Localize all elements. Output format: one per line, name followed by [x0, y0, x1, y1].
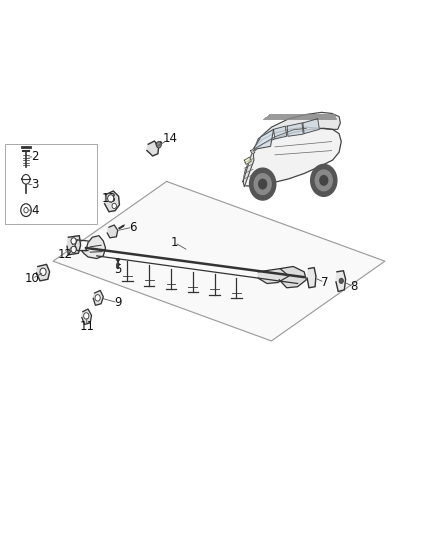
Polygon shape [53, 181, 385, 341]
Polygon shape [279, 266, 306, 288]
Polygon shape [81, 236, 106, 259]
Polygon shape [147, 141, 159, 156]
Circle shape [24, 207, 28, 213]
Polygon shape [253, 130, 274, 150]
Circle shape [95, 295, 100, 301]
Circle shape [71, 238, 76, 244]
Text: 3: 3 [31, 178, 39, 191]
Polygon shape [336, 271, 346, 292]
Text: 8: 8 [350, 280, 357, 293]
Polygon shape [253, 112, 340, 150]
Text: 9: 9 [114, 296, 121, 309]
Text: 14: 14 [162, 132, 177, 146]
Circle shape [21, 204, 31, 216]
Circle shape [250, 168, 276, 200]
Text: 6: 6 [129, 221, 136, 233]
Polygon shape [244, 157, 251, 165]
Polygon shape [287, 123, 303, 136]
Polygon shape [274, 126, 287, 139]
Circle shape [311, 165, 337, 196]
Polygon shape [82, 309, 92, 325]
Circle shape [40, 268, 46, 276]
Text: 7: 7 [321, 276, 328, 289]
Circle shape [254, 174, 271, 195]
Polygon shape [307, 268, 316, 288]
Text: 10: 10 [25, 272, 39, 285]
Text: 1: 1 [171, 236, 178, 249]
Polygon shape [93, 290, 103, 305]
Text: 5: 5 [114, 263, 121, 276]
Circle shape [112, 203, 117, 208]
Circle shape [108, 195, 114, 202]
Text: 4: 4 [31, 204, 39, 216]
Polygon shape [243, 128, 341, 187]
Polygon shape [36, 264, 49, 281]
Circle shape [22, 174, 30, 184]
Polygon shape [303, 119, 319, 134]
Polygon shape [243, 150, 254, 187]
Text: 13: 13 [102, 192, 117, 206]
Polygon shape [258, 269, 289, 284]
Text: 2: 2 [31, 150, 39, 164]
Polygon shape [67, 236, 81, 255]
Circle shape [156, 142, 161, 148]
Polygon shape [107, 225, 118, 238]
Circle shape [71, 246, 76, 253]
Polygon shape [105, 191, 120, 212]
Text: 11: 11 [79, 320, 94, 333]
Circle shape [315, 170, 332, 191]
Circle shape [339, 278, 343, 284]
Circle shape [320, 175, 328, 185]
Circle shape [259, 179, 267, 189]
Text: 12: 12 [58, 248, 73, 261]
Circle shape [84, 313, 89, 319]
Polygon shape [251, 150, 255, 154]
